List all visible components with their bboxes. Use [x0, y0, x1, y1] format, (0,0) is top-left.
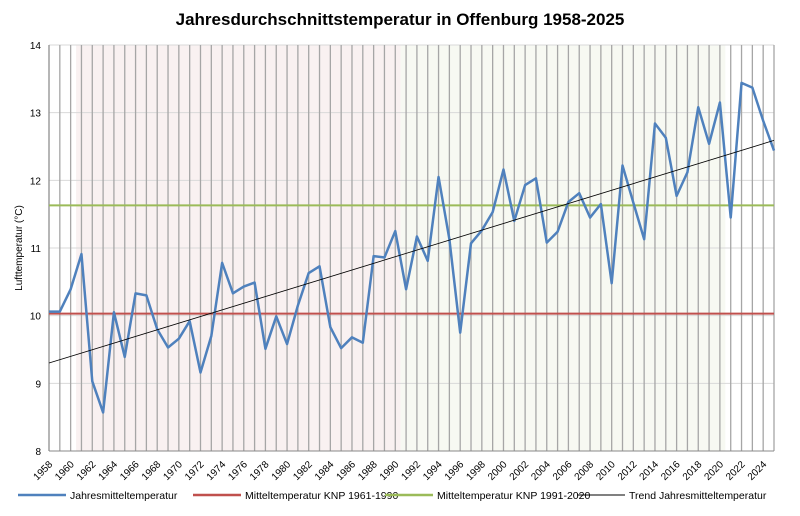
y-tick-label: 8	[35, 447, 41, 458]
x-tick-label: 1974	[205, 459, 229, 483]
x-tick-label: 1990	[378, 459, 402, 483]
x-tick-label: 2018	[681, 459, 705, 483]
legend-label: Mitteltemperatur KNP 1991-2020	[437, 490, 590, 502]
x-tick-label: 1978	[248, 459, 272, 483]
x-tick-label: 2008	[573, 459, 597, 483]
x-tick-label: 2012	[616, 459, 640, 483]
x-tick-label: 1962	[75, 459, 99, 483]
y-tick-label: 13	[30, 109, 42, 120]
legend-label: Jahresmitteltemperatur	[70, 490, 178, 502]
x-tick-label: 2002	[508, 459, 532, 483]
x-tick-label: 1966	[118, 459, 142, 483]
y-tick-label: 10	[30, 312, 42, 323]
x-tick-label: 2010	[594, 459, 618, 483]
x-tick-label: 1992	[400, 459, 424, 483]
x-tick-label: 1988	[356, 459, 380, 483]
legend-label: Mitteltemperatur KNP 1961-1990	[245, 490, 398, 502]
y-tick-label: 14	[30, 41, 42, 52]
x-tick-label: 1998	[464, 459, 488, 483]
trend-line	[48, 140, 775, 364]
y-tick-label: 12	[30, 176, 42, 187]
y-tick-label: 9	[35, 379, 41, 390]
chart-title: Jahresdurchschnittstemperatur in Offenbu…	[176, 10, 625, 29]
x-tick-label: 1972	[183, 459, 207, 483]
x-tick-label: 1968	[140, 459, 164, 483]
x-tick-label: 1958	[32, 459, 56, 483]
x-tick-label: 1996	[443, 459, 467, 483]
x-tick-label: 1984	[313, 459, 337, 483]
x-tick-label: 2024	[746, 459, 770, 483]
x-tick-label: 2014	[638, 459, 662, 483]
y-tick-label: 11	[31, 244, 42, 255]
x-tick-label: 2016	[659, 459, 683, 483]
y-axis-label: Lufttemperatur (°C)	[14, 205, 25, 291]
x-tick-label: 1986	[335, 459, 359, 483]
annual-mean-line	[49, 81, 776, 414]
x-tick-label: 1980	[270, 459, 294, 483]
x-tick-label: 1976	[226, 459, 250, 483]
x-tick-label: 2004	[529, 459, 553, 483]
x-tick-label: 1960	[53, 459, 77, 483]
x-tick-label: 2022	[724, 459, 748, 483]
x-tick-label: 1964	[97, 459, 121, 483]
x-tick-label: 2020	[703, 459, 727, 483]
legend-label: Trend Jahresmitteltemperatur	[629, 490, 767, 502]
x-tick-label: 2000	[486, 459, 510, 483]
x-tick-label: 1970	[161, 459, 185, 483]
x-tick-label: 1982	[291, 459, 315, 483]
x-tick-label: 1994	[421, 459, 445, 483]
x-tick-label: 2006	[551, 459, 575, 483]
